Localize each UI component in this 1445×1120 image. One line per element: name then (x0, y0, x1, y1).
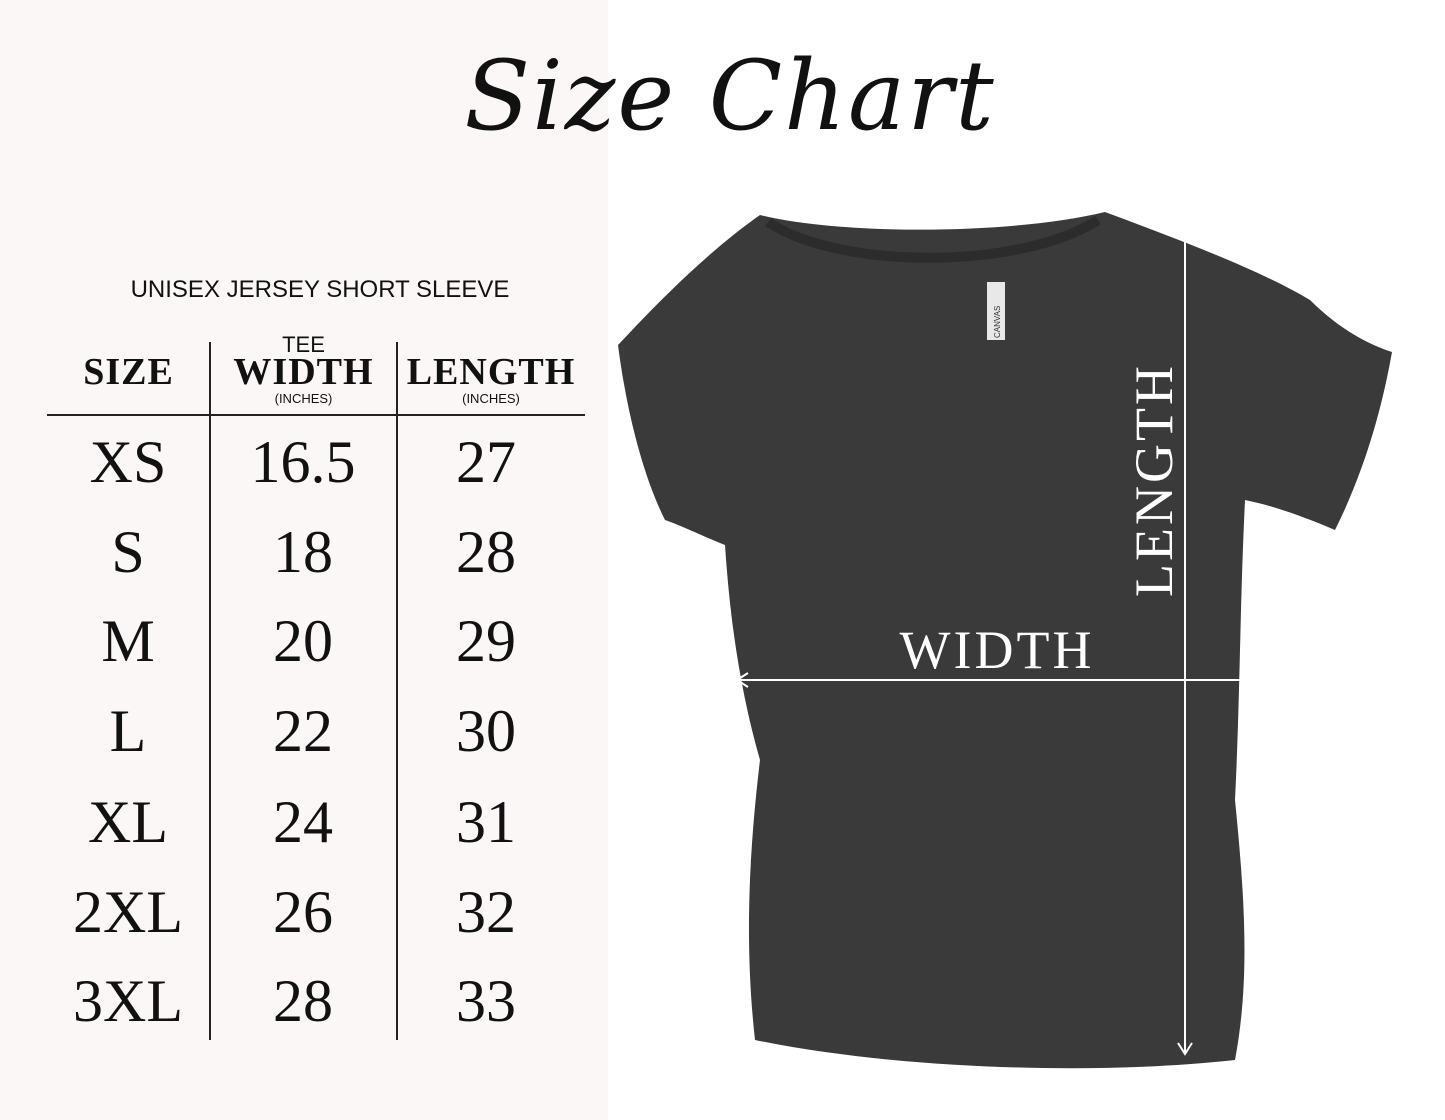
page-title: Size Chart (464, 40, 996, 152)
cell-width: 22 (273, 698, 333, 764)
header-length-unit: (INCHES) (462, 391, 520, 406)
cell-length: 33 (456, 968, 516, 1034)
cell-length: 32 (456, 879, 516, 945)
product-subtitle: UNISEX JERSEY SHORT SLEEVE (130, 276, 510, 303)
cell-size: S (111, 519, 145, 585)
cell-size: 2XL (73, 879, 183, 945)
cell-width: 26 (273, 879, 333, 945)
length-arrow-top-head (1177, 218, 1193, 232)
cell-width: 24 (273, 789, 333, 855)
cell-width: 18 (273, 519, 333, 585)
cell-width: 28 (273, 968, 333, 1034)
width-label: WIDTH (900, 620, 1095, 680)
cell-length: 31 (456, 789, 516, 855)
cell-size: XL (88, 789, 168, 855)
tshirt-tag-text: CANVAS (993, 306, 1002, 338)
tshirt-collar (765, 215, 1101, 263)
header-width-unit: (INCHES) (274, 391, 333, 406)
cell-length: 27 (456, 429, 516, 495)
cell-size: XS (89, 429, 167, 495)
size-table-panel (0, 0, 608, 1120)
tshirt-shape (618, 212, 1392, 1069)
cell-size: M (101, 608, 155, 674)
width-arrow-left-head (735, 672, 749, 688)
header-divider (47, 414, 585, 416)
length-label: LENGTH (1124, 363, 1184, 597)
cell-size: L (109, 698, 147, 764)
length-arrow-bottom-head (1177, 1042, 1193, 1056)
cell-size: 3XL (73, 968, 183, 1034)
tshirt-tag (987, 282, 1005, 340)
cell-width: 20 (273, 608, 333, 674)
header-width: WIDTH (233, 351, 374, 393)
column-divider (396, 342, 398, 1040)
column-divider (209, 342, 211, 1040)
cell-length: 28 (456, 519, 516, 585)
header-length: LENGTH (406, 351, 576, 393)
header-size: SIZE (83, 351, 174, 393)
cell-length: 29 (456, 608, 516, 674)
cell-length: 30 (456, 698, 516, 764)
header-width-prefix: TEE (282, 332, 325, 357)
width-arrow-right-head (1259, 672, 1273, 688)
cell-width: 16.5 (250, 429, 356, 495)
